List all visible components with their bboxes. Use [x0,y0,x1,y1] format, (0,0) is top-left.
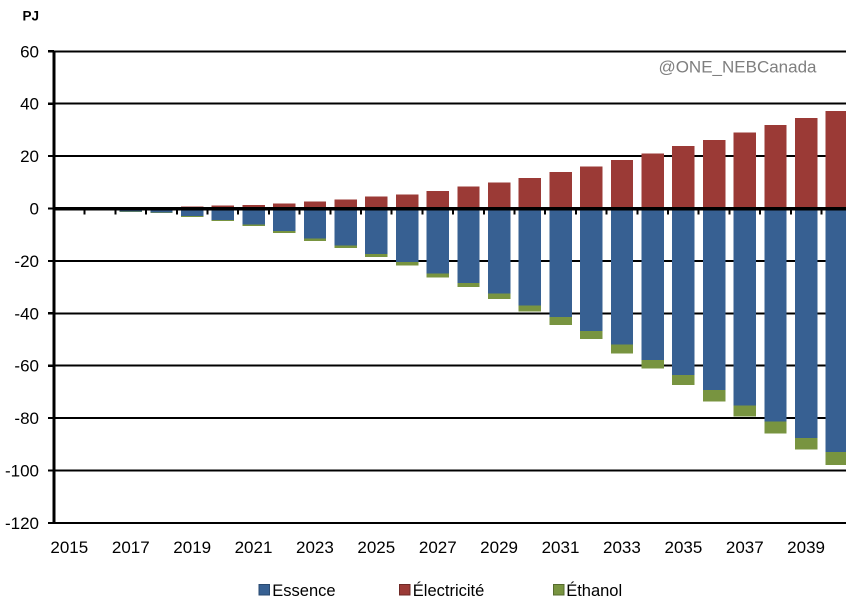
svg-text:2035: 2035 [664,538,702,557]
svg-text:-80: -80 [14,409,39,428]
svg-text:2031: 2031 [542,538,580,557]
svg-text:2029: 2029 [480,538,518,557]
svg-text:20: 20 [20,147,39,166]
svg-text:-20: -20 [14,252,39,271]
svg-text:Électricité: Électricité [413,581,485,600]
svg-text:2025: 2025 [357,538,395,557]
svg-text:-120: -120 [5,514,39,533]
svg-text:2027: 2027 [419,538,457,557]
svg-text:2037: 2037 [726,538,764,557]
svg-text:40: 40 [20,95,39,114]
svg-text:2015: 2015 [50,538,88,557]
svg-text:0: 0 [30,200,39,219]
svg-text:2019: 2019 [173,538,211,557]
svg-text:2033: 2033 [603,538,641,557]
svg-text:Éthanol: Éthanol [566,581,622,600]
svg-text:-40: -40 [14,304,39,323]
svg-text:2021: 2021 [235,538,273,557]
svg-text:Essence: Essence [272,582,335,600]
svg-text:PJ: PJ [23,8,40,23]
svg-text:2039: 2039 [787,538,825,557]
svg-text:2017: 2017 [112,538,150,557]
svg-text:-60: -60 [14,357,39,376]
svg-text:-100: -100 [5,462,39,481]
svg-text:2023: 2023 [296,538,334,557]
svg-text:@ONE_NEBCanada: @ONE_NEBCanada [658,57,817,76]
svg-text:60: 60 [20,42,39,61]
